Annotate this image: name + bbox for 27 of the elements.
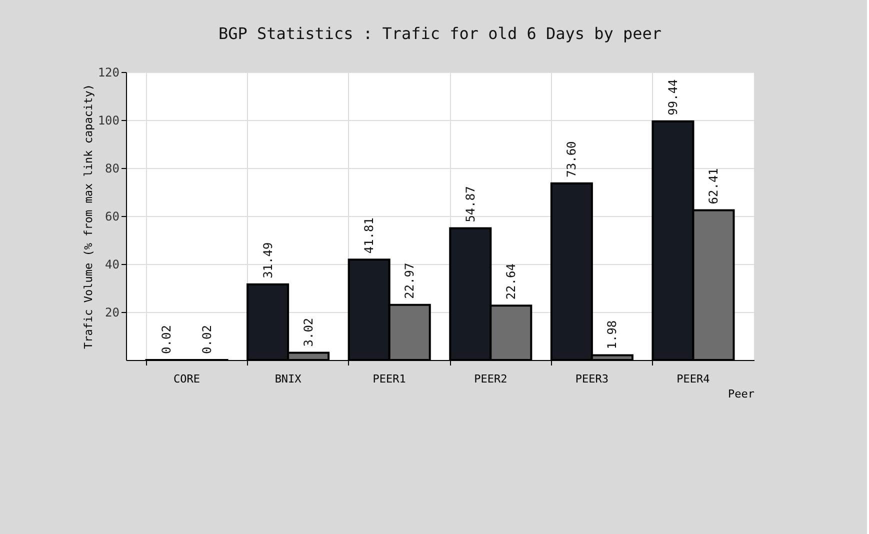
data-label: 73.60 xyxy=(564,141,579,178)
y-tick-label: 60 xyxy=(105,210,120,224)
y-tick-label: 120 xyxy=(98,66,120,80)
x-tick-label: PEER3 xyxy=(575,372,608,386)
chart-title: BGP Statistics : Trafic for old 6 Days by peer xyxy=(218,24,662,43)
x-tick-label: PEER1 xyxy=(372,372,406,386)
data-label: 31.49 xyxy=(260,242,275,278)
data-label: 62.41 xyxy=(706,168,720,204)
y-axis-title: Trafic Volume (% from max link capacity) xyxy=(82,84,95,349)
data-label: 54.87 xyxy=(463,186,478,222)
y-tick-label: 80 xyxy=(105,162,120,176)
x-axis-title: Peer xyxy=(728,388,755,400)
data-label: 22.64 xyxy=(504,264,518,300)
y-tick-label: 100 xyxy=(98,114,120,128)
y-tick-label: 40 xyxy=(105,258,120,272)
data-label: 41.81 xyxy=(362,218,376,254)
data-label: 0.02 xyxy=(160,325,174,354)
data-label: 3.02 xyxy=(301,318,316,347)
data-label: 22.97 xyxy=(402,262,417,299)
x-tick-label: PEER2 xyxy=(474,372,508,386)
x-tick-label: PEER4 xyxy=(676,372,710,386)
data-label: 0.02 xyxy=(200,325,214,354)
y-tick-label: 20 xyxy=(105,306,120,320)
data-label: 99.44 xyxy=(666,79,680,116)
x-tick-label: CORE xyxy=(174,372,200,386)
data-label: 1.98 xyxy=(605,320,620,350)
x-tick-label: BNIX xyxy=(274,372,302,386)
